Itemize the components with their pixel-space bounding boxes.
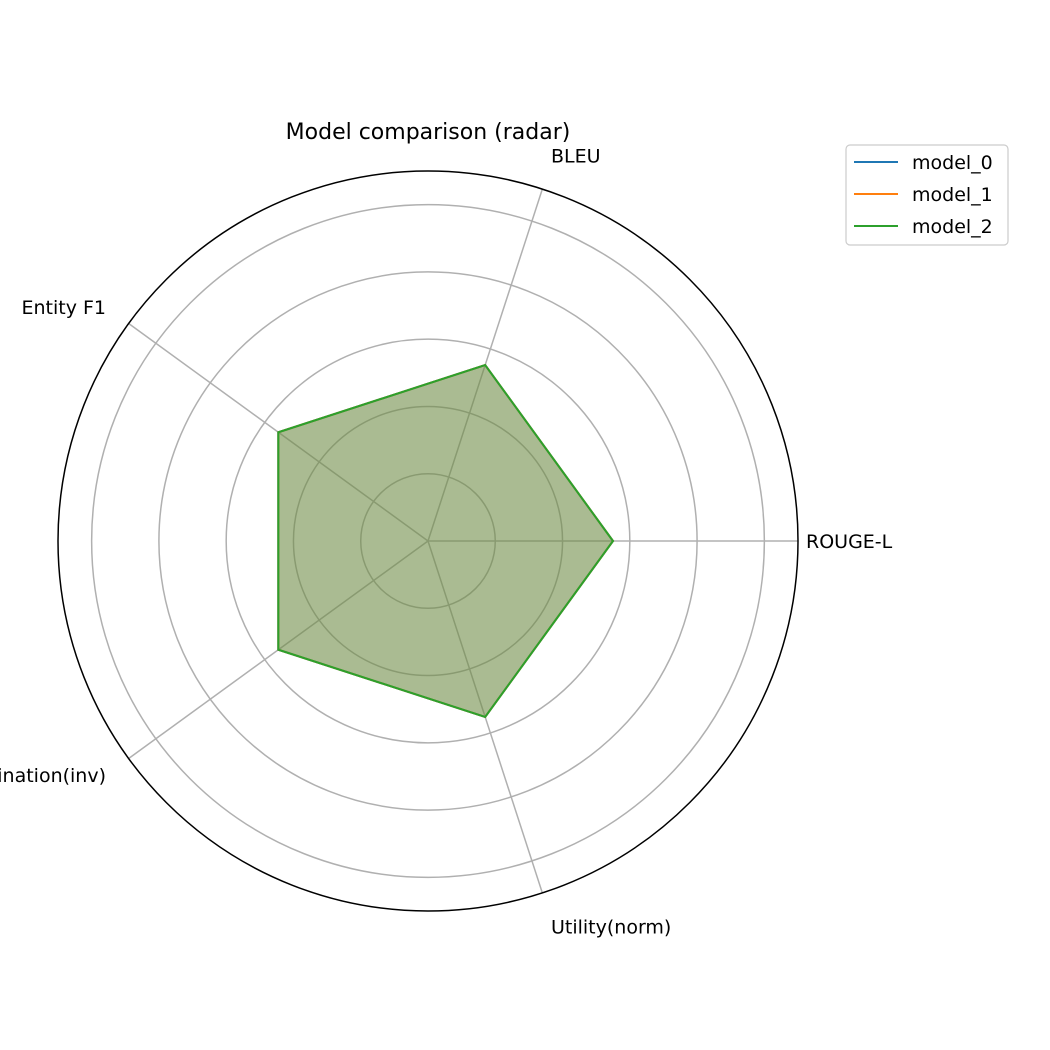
- chart-title: Model comparison (radar): [286, 120, 571, 145]
- radar-series: [277, 363, 615, 719]
- axis-label-hallucination-inv: Hallucination(inv): [0, 765, 106, 787]
- legend-label-model_0: model_0: [912, 152, 993, 174]
- polar-frame: [57, 170, 799, 912]
- legend-box: [845, 144, 1009, 246]
- radar-axis-labels: ROUGE-L BLEU Entity F1 Hallucination(inv) Ut…: [0, 145, 893, 938]
- legend: model_0 model_1 model_2: [845, 144, 1009, 246]
- series-line-model_2: [277, 363, 615, 719]
- series-fill-model_0: [278, 365, 613, 717]
- axis-label-bleu: BLEU: [551, 145, 601, 167]
- axis-label-utility-norm: Utility(norm): [551, 917, 671, 939]
- axis-label-rouge-l: ROUGE-L: [806, 531, 893, 553]
- axis-label-entity-f1: Entity F1: [21, 297, 106, 319]
- legend-label-model_2: model_2: [912, 216, 993, 238]
- series-fill-model_1: [278, 365, 613, 717]
- legend-label-model_1: model_1: [912, 184, 993, 206]
- series-fill-model_2: [278, 365, 613, 717]
